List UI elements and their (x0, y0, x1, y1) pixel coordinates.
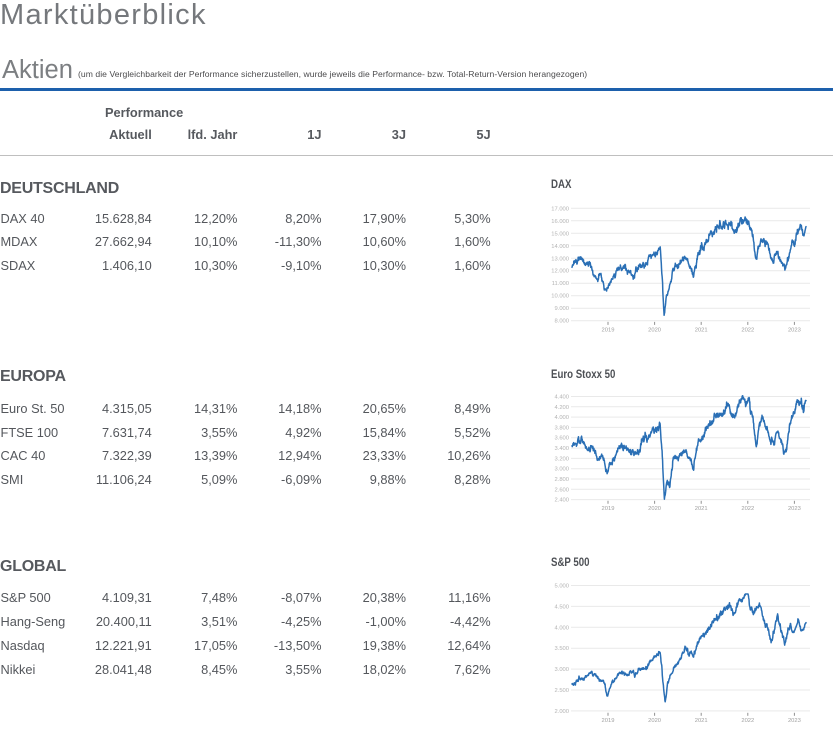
svg-text:2020: 2020 (648, 506, 661, 512)
svg-text:4.500: 4.500 (554, 604, 569, 610)
svg-text:2.800: 2.800 (554, 477, 569, 483)
svg-text:3.500: 3.500 (554, 646, 569, 652)
svg-text:3.200: 3.200 (554, 456, 569, 462)
svg-text:4.400: 4.400 (554, 395, 569, 401)
svg-text:2023: 2023 (788, 327, 801, 333)
svg-text:3.000: 3.000 (554, 467, 569, 473)
svg-text:13.000: 13.000 (551, 256, 569, 262)
svg-text:2021: 2021 (695, 506, 708, 512)
svg-text:4.000: 4.000 (554, 415, 569, 421)
svg-text:11.000: 11.000 (552, 281, 569, 287)
svg-text:2022: 2022 (741, 327, 754, 333)
svg-text:4.000: 4.000 (554, 625, 569, 631)
svg-text:16.000: 16.000 (551, 219, 569, 225)
svg-text:2022: 2022 (741, 718, 754, 724)
svg-text:2020: 2020 (648, 718, 661, 724)
svg-text:5.000: 5.000 (554, 584, 569, 590)
svg-text:2022: 2022 (741, 506, 754, 512)
svg-text:2021: 2021 (695, 327, 708, 333)
svg-text:3.600: 3.600 (554, 436, 569, 442)
svg-text:9.000: 9.000 (554, 306, 569, 312)
svg-text:2023: 2023 (788, 506, 801, 512)
svg-text:2.000: 2.000 (554, 709, 569, 715)
svg-text:3.800: 3.800 (554, 425, 569, 431)
svg-text:8.000: 8.000 (554, 319, 569, 325)
svg-text:15.000: 15.000 (551, 231, 569, 237)
svg-text:14.000: 14.000 (551, 244, 569, 250)
svg-text:2023: 2023 (788, 718, 801, 724)
svg-text:17.000: 17.000 (551, 206, 569, 212)
svg-text:2020: 2020 (648, 327, 661, 333)
svg-text:2019: 2019 (602, 327, 615, 333)
svg-text:3.000: 3.000 (554, 667, 569, 673)
svg-text:10.000: 10.000 (551, 294, 569, 300)
svg-text:2019: 2019 (602, 506, 615, 512)
svg-text:2019: 2019 (602, 718, 615, 724)
svg-text:3.400: 3.400 (554, 446, 569, 452)
svg-text:2.600: 2.600 (554, 487, 569, 493)
svg-text:4.200: 4.200 (554, 405, 569, 411)
svg-text:12.000: 12.000 (551, 269, 569, 275)
svg-text:2.500: 2.500 (554, 688, 569, 694)
svg-text:2021: 2021 (695, 718, 708, 724)
svg-text:2.400: 2.400 (554, 498, 569, 504)
